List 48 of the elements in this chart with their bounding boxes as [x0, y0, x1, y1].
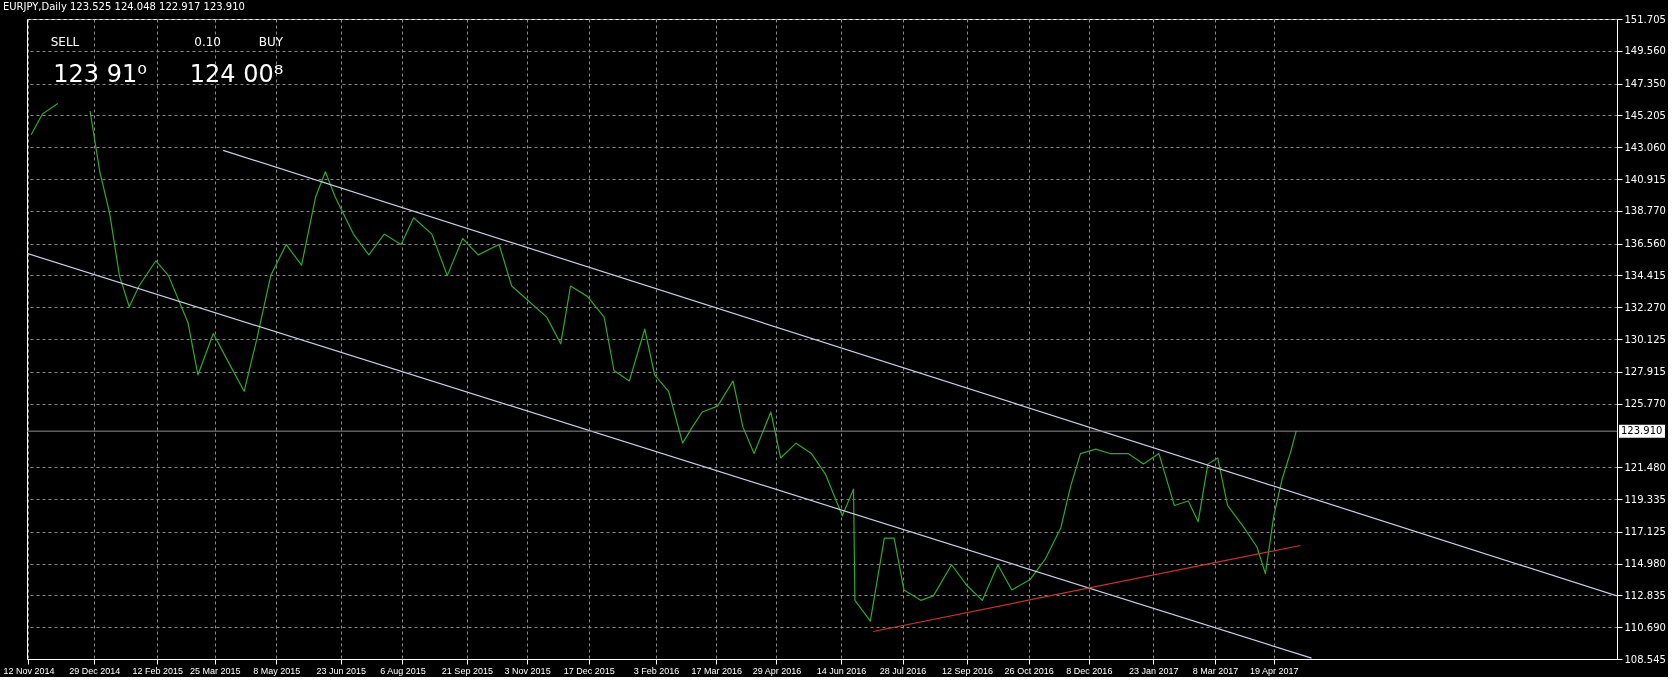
x-tick-label: 23 Jun 2015 [316, 665, 367, 676]
y-tick-label: 143.060 [1624, 141, 1666, 153]
y-tick-label: 130.125 [1624, 333, 1666, 345]
annotation: SELL [50, 35, 80, 49]
chart-title: EURJPY,Daily 123.525 124.048 122.917 123.910 [2, 1, 245, 12]
y-tick-label: 134.415 [1624, 269, 1666, 281]
y-tick-label: 108.545 [1624, 653, 1666, 665]
annotation: 124 00⁸ [189, 59, 284, 88]
y-tick-label: 140.915 [1624, 173, 1666, 185]
annotation: 0.10 [194, 35, 221, 49]
y-tick-label: 117.125 [1624, 526, 1666, 538]
y-tick-label: 127.915 [1624, 366, 1666, 378]
x-tick-label: 19 Apr 2017 [1250, 665, 1299, 676]
x-tick-label: 28 Jul 2016 [879, 665, 927, 676]
x-tick-label: 25 Mar 2015 [189, 665, 241, 676]
x-tick-label: 3 Nov 2015 [504, 665, 551, 676]
x-tick-label: 17 Mar 2016 [691, 665, 743, 676]
annotation: 123 91⁰ [53, 59, 147, 88]
x-tick-label: 14 Jun 2016 [816, 665, 867, 676]
x-tick-label: 12 Sep 2016 [941, 665, 994, 676]
x-tick-label: 29 Apr 2016 [752, 665, 802, 676]
x-tick-label: 8 Mar 2017 [1192, 665, 1239, 676]
ref-line-label: 123.910 [1621, 425, 1663, 437]
y-tick-label: 112.835 [1624, 589, 1666, 601]
x-tick-label: 8 May 2015 [253, 665, 301, 676]
y-tick-label: 121.480 [1624, 461, 1666, 473]
x-tick-label: 26 Oct 2016 [1004, 665, 1054, 676]
y-tick-label: 151.705 [1624, 13, 1666, 25]
y-tick-label: 125.770 [1624, 398, 1666, 410]
y-tick-label: 110.690 [1624, 621, 1666, 633]
y-tick-label: 145.205 [1624, 109, 1666, 121]
y-tick-label: 147.350 [1624, 78, 1666, 90]
x-tick-label: 12 Nov 2014 [3, 665, 55, 676]
x-tick-label: 29 Dec 2014 [69, 665, 121, 676]
y-tick-label: 132.270 [1624, 301, 1666, 313]
annotation: BUY [258, 35, 284, 49]
x-tick-label: 6 Aug 2015 [380, 665, 426, 676]
x-tick-label: 8 Dec 2016 [1066, 665, 1113, 676]
y-tick-label: 114.980 [1624, 558, 1666, 570]
y-tick-label: 119.335 [1624, 493, 1666, 505]
x-tick-label: 3 Feb 2016 [633, 665, 680, 676]
x-tick-label: 23 Jan 2017 [1129, 665, 1179, 676]
x-tick-label: 21 Sep 2015 [441, 665, 493, 676]
y-tick-label: 149.560 [1624, 45, 1666, 57]
y-tick-label: 138.770 [1624, 205, 1666, 217]
x-tick-label: 12 Feb 2015 [132, 665, 184, 676]
x-tick-label: 17 Dec 2015 [563, 665, 615, 676]
y-tick-label: 136.560 [1624, 238, 1666, 250]
